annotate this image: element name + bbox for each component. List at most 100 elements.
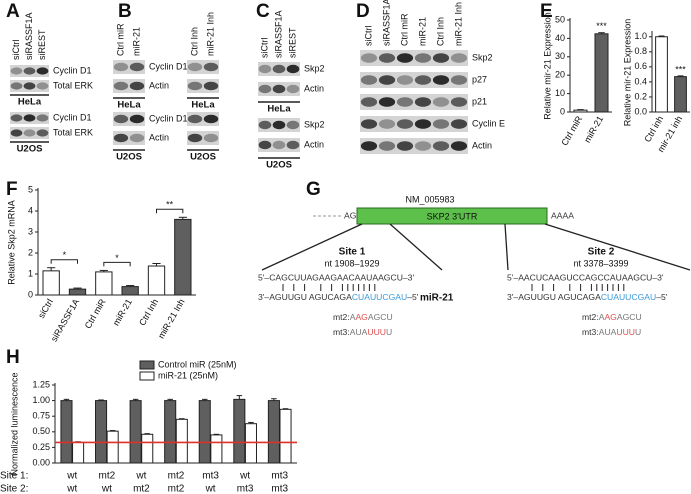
- y-tick-label: 0: [560, 106, 565, 116]
- annotation: **: [166, 200, 174, 210]
- lane-label: Ctrl Inh: [435, 17, 445, 46]
- blot-band: [258, 64, 272, 74]
- blot-band: [450, 75, 468, 85]
- blot-band: [129, 114, 145, 124]
- blot-band: [414, 141, 432, 151]
- bar: [72, 441, 85, 464]
- x-tick-label: wt: [135, 471, 146, 482]
- target-seq: 5'–AACUCAAGUCCAGCCAUAAGCU–3': [507, 272, 664, 282]
- blot-band: [187, 133, 203, 143]
- blot-band: [378, 97, 396, 107]
- cell-label: U2OS: [266, 160, 292, 171]
- blot-band: [187, 114, 203, 124]
- y-tick-label: 0.6: [634, 61, 647, 71]
- lane-label: Ctrl miR: [399, 13, 409, 46]
- blot-band: [129, 133, 145, 143]
- x-tick-label: miR-21: [582, 114, 605, 144]
- seq-part: UUU: [367, 327, 386, 337]
- bar: [129, 400, 142, 464]
- blot-strip: [360, 116, 468, 132]
- y-tick-label: 1.00: [32, 395, 50, 405]
- y-tick-label: 50: [555, 14, 565, 24]
- x-row-name: Site 1:: [0, 471, 28, 482]
- bar: [198, 400, 211, 464]
- bar: [573, 109, 588, 113]
- blot-band: [203, 133, 219, 143]
- blot-band: [450, 141, 468, 151]
- seq-mir: 3'–AGUUGU AGUCAGACUAUUCGAU–5': [258, 292, 419, 302]
- y-tick-label: 30: [555, 51, 565, 61]
- annotation: *: [115, 253, 119, 263]
- panel-label: A: [6, 1, 20, 22]
- site-line: [261, 223, 363, 271]
- site-line: [389, 223, 443, 271]
- lane-label: miR-21 Inh: [453, 2, 463, 46]
- panel-label: C: [256, 1, 270, 22]
- blot-band: [432, 141, 450, 151]
- blot-strip: [10, 127, 49, 139]
- y-tick-label: 0.75: [32, 411, 50, 421]
- x-row-name: Site 2:: [0, 484, 28, 494]
- blot-band: [432, 119, 450, 129]
- panel-label: D: [356, 1, 370, 22]
- site-line: [504, 223, 509, 271]
- significance-bracket: [103, 261, 131, 267]
- y-axis-label: Relative mir-21 Expression: [622, 19, 632, 127]
- legend-swatch: [139, 371, 155, 381]
- blot-band: [450, 97, 468, 107]
- seq-part: 3'–AGUUGU AGUCAGA: [258, 292, 352, 302]
- bar: [279, 408, 292, 464]
- x-tick-label: wt: [205, 484, 216, 494]
- bar: [121, 286, 139, 296]
- x-tick-label: Ctrl miR: [559, 114, 584, 148]
- row-label: Total ERK: [53, 80, 93, 90]
- legend-label: miR-21 (25nM): [158, 370, 218, 380]
- seq-part: AUA: [350, 327, 368, 337]
- lane-label: siCtrl: [11, 40, 21, 61]
- blot-band: [129, 62, 145, 72]
- seq-part: 3'–AGUUGU AGUCAGA: [507, 292, 601, 302]
- blot-band: [272, 84, 286, 94]
- y-tick-label: 1: [28, 268, 33, 278]
- bar: [674, 76, 687, 113]
- seq-part: AUA: [599, 327, 617, 337]
- seq-mt2: mt2:AAGAGCU: [582, 312, 642, 322]
- blot-band: [450, 53, 468, 63]
- blot-band: [36, 82, 49, 90]
- lane-label: miR-21 Inh: [205, 12, 215, 56]
- seq-part: mt2:: [582, 312, 599, 322]
- bar: [147, 265, 166, 296]
- utr-box: [356, 207, 548, 225]
- blot-band: [272, 120, 286, 130]
- x-tick-label: miR-21: [111, 297, 134, 327]
- blot-band: [113, 81, 129, 91]
- blot-band: [414, 53, 432, 63]
- blot-band: [396, 97, 414, 107]
- y-axis-label: Normalized luminescence: [9, 372, 19, 475]
- blot-band: [360, 119, 378, 129]
- x-tick-label: wt: [66, 484, 77, 494]
- row-label: Cyclin D1: [149, 113, 188, 123]
- blot-band: [272, 64, 286, 74]
- significance-bracket: [156, 208, 184, 214]
- y-tick-label: 0.50: [32, 426, 50, 436]
- blot-band: [187, 62, 203, 72]
- blot-band: [286, 64, 300, 74]
- blot-band: [113, 133, 129, 143]
- lane-label: siCtrl: [259, 38, 269, 59]
- bar: [68, 288, 87, 296]
- blot-band: [187, 81, 203, 91]
- seq-part: AG: [604, 312, 617, 322]
- blot-band: [10, 114, 23, 122]
- blot-band: [203, 81, 219, 91]
- y-tick-label: 0.2: [634, 91, 647, 101]
- blot-band: [360, 53, 378, 63]
- blot-band: [113, 62, 129, 72]
- x-tick-label: Ctrl miR: [83, 297, 108, 331]
- blot-band: [432, 75, 450, 85]
- seq-part: AG: [355, 312, 368, 322]
- blot-band: [378, 141, 396, 151]
- y-tick-label: 1.0: [634, 31, 647, 41]
- site-nt: nt 1908–1929: [324, 258, 379, 268]
